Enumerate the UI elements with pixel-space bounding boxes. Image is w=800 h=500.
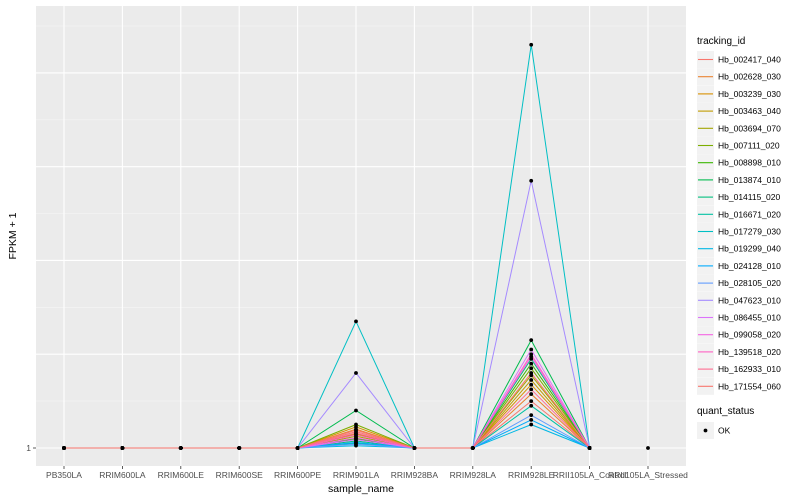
legend-entry-label: Hb_002628_030 (718, 72, 781, 82)
data-point (354, 428, 358, 433)
legend-entry-label: Hb_016671_020 (718, 209, 781, 219)
legend-entry-label: Hb_139518_020 (718, 347, 781, 357)
data-point-ok (295, 446, 300, 450)
data-point (354, 431, 358, 435)
legend-entry-label: Hb_002417_040 (718, 55, 781, 65)
legend-quant-title: quant_status (697, 406, 754, 417)
x-tick-label: RRIM600LA (99, 470, 146, 480)
x-tick-label: RRIM901LA (333, 470, 380, 480)
data-point (529, 366, 534, 371)
legend-title: tracking_id (697, 36, 745, 47)
data-point (529, 378, 534, 382)
y-tick-label: 1 (26, 443, 31, 453)
data-point (354, 319, 358, 324)
data-point (529, 352, 534, 357)
data-point (529, 417, 534, 422)
legend-entry-label: Hb_014115_020 (718, 192, 781, 202)
legend-key-point (703, 428, 708, 433)
data-point (529, 361, 534, 366)
x-tick-label: PB350LA (46, 470, 82, 480)
legend-entry-label: Hb_007111_020 (718, 141, 780, 151)
legend-entry-label: Hb_017279_030 (718, 227, 781, 237)
plot-panel (36, 6, 686, 466)
legend-quant-label: OK (718, 426, 731, 436)
legend-entry-label: Hb_099058_020 (718, 330, 781, 340)
legend-entry-label: Hb_003463_040 (718, 106, 781, 116)
legend-entry-label: Hb_171554_060 (718, 381, 781, 391)
data-point (529, 371, 534, 375)
data-point (529, 399, 534, 404)
data-point (529, 413, 534, 418)
x-tick-label: RRIM600SE (216, 470, 264, 480)
data-point-ok (646, 446, 650, 450)
legend-entry-label: Hb_003694_070 (718, 123, 781, 133)
legend-entry-label: Hb_013874_010 (718, 175, 781, 185)
legend-entry-label: Hb_003239_030 (718, 89, 781, 99)
x-tick-label: RRIM928BA (391, 470, 439, 480)
x-tick-label: RRII105LA_Stressed (608, 470, 688, 480)
data-point (529, 387, 534, 392)
x-tick-label: RRIM600LE (158, 470, 205, 480)
legend-entry-label: Hb_024128_010 (718, 261, 781, 271)
data-point (354, 371, 358, 375)
x-tick-label: RRIM928LE (508, 470, 555, 480)
data-point-ok (62, 446, 66, 450)
data-point-ok (178, 446, 183, 450)
legend-entry-label: Hb_028105_020 (718, 278, 781, 288)
legend-entry-label: Hb_008898_010 (718, 158, 781, 168)
legend-entry-label: Hb_019299_040 (718, 244, 781, 254)
data-point (529, 382, 534, 387)
y-axis-title: FPKM + 1 (7, 212, 19, 259)
x-tick-label: RRIM600PE (274, 470, 322, 480)
data-point (529, 338, 534, 343)
data-point (354, 435, 358, 440)
data-point (529, 347, 534, 352)
data-point-ok (470, 446, 475, 450)
data-point (354, 408, 358, 413)
data-point (529, 403, 534, 408)
series-line-Hb_171554_060 (64, 372, 590, 449)
legend-entry-label: Hb_086455_010 (718, 313, 781, 323)
legend-entry-label: Hb_047623_010 (718, 295, 781, 305)
legend-entry-label: Hb_162933_010 (718, 364, 781, 374)
x-tick-label: RRIM928LA (450, 470, 497, 480)
data-point (354, 422, 358, 427)
data-point-ok (412, 446, 417, 450)
data-point (529, 392, 534, 396)
data-point (529, 42, 534, 47)
data-point-ok (237, 446, 242, 450)
data-point-ok (120, 446, 125, 450)
data-point (354, 442, 358, 447)
x-axis-title: sample_name (328, 483, 394, 495)
data-point (529, 178, 534, 183)
x-tick-label: RRII105LA_Control (553, 470, 627, 480)
data-point (529, 422, 534, 427)
data-point-ok (587, 446, 592, 450)
